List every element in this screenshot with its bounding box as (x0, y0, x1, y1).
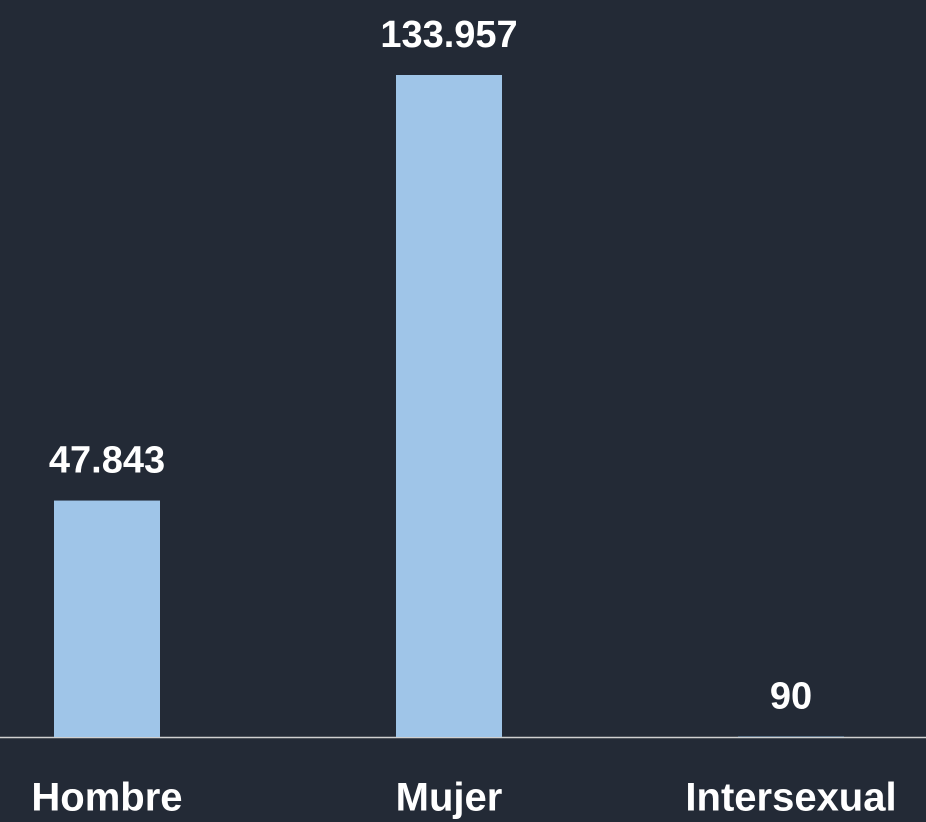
x-tick-label: Hombre (31, 776, 182, 820)
x-tick-label: Intersexual (685, 776, 896, 820)
x-tick-label: Mujer (396, 776, 503, 820)
value-label: 47.843 (49, 440, 165, 482)
bar (396, 75, 502, 737)
value-label: 133.957 (380, 14, 517, 56)
value-label: 90 (770, 676, 812, 718)
bar (54, 500, 160, 737)
